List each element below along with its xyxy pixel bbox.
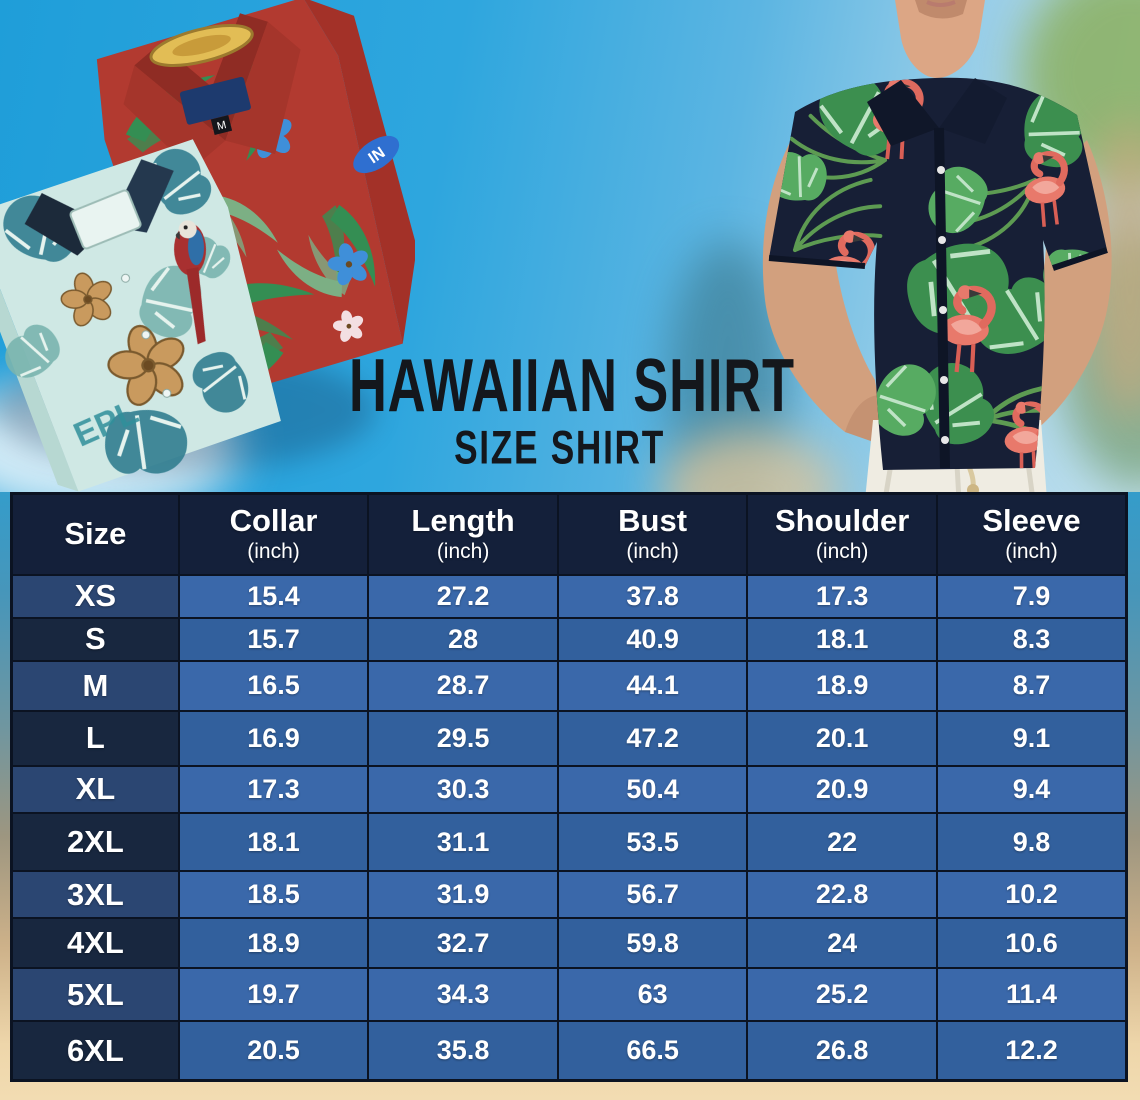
length-cell: 31.1 [367, 812, 559, 873]
size-cell: XS [10, 573, 180, 619]
bust-cell: 47.2 [556, 709, 749, 767]
col-header-shoulder: Shoulder (inch) [746, 492, 938, 576]
sleeve-cell: 9.8 [935, 812, 1128, 873]
shoulder-cell: 20.1 [746, 709, 938, 767]
man-head [895, 0, 985, 78]
col-header-collar: Collar (inch) [177, 492, 370, 576]
shoulder-cell: 20.9 [746, 764, 938, 815]
parrot-print [174, 220, 207, 345]
col-header-length: Length (inch) [367, 492, 559, 576]
col-header-size: Size [10, 492, 180, 576]
shoulder-cell: 17.3 [746, 573, 938, 619]
sleeve-cell: 9.1 [935, 709, 1128, 767]
shoulder-cell: 18.1 [746, 616, 938, 663]
length-cell: 32.7 [367, 916, 559, 970]
collar-cell: 18.1 [177, 812, 370, 873]
shoulder-cell: 18.9 [746, 660, 938, 712]
table-row: 6XL 20.5 35.8 66.5 26.8 12.2 [10, 1020, 1128, 1082]
man-wearing-flamingo-shirt-photo [762, 0, 1112, 492]
length-cell: 31.9 [367, 870, 559, 919]
length-cell: 35.8 [367, 1020, 559, 1082]
col-header-bust: Bust (inch) [556, 492, 749, 576]
collar-cell: 18.9 [177, 916, 370, 970]
table-row: XS 15.4 27.2 37.8 17.3 7.9 [10, 573, 1128, 619]
bust-cell: 53.5 [556, 812, 749, 873]
sleeve-cell: 10.2 [935, 870, 1128, 919]
size-chart-table: Size Collar (inch) Length (inch) Bust (i… [10, 492, 1128, 1082]
size-cell: S [10, 616, 180, 663]
length-cell: 27.2 [367, 573, 559, 619]
size-cell: M [10, 660, 180, 712]
collar-cell: 16.5 [177, 660, 370, 712]
table-row: 3XL 18.5 31.9 56.7 22.8 10.2 [10, 870, 1128, 919]
shoulder-cell: 22 [746, 812, 938, 873]
size-cell: L [10, 709, 180, 767]
bust-cell: 40.9 [556, 616, 749, 663]
sleeve-cell: 11.4 [935, 967, 1128, 1023]
size-table-body: XS 15.4 27.2 37.8 17.3 7.9 S 15.7 28 40.… [10, 573, 1128, 1082]
red-shirt-sleeve-logo: IN [366, 144, 389, 167]
size-chart-table-wrap: Size Collar (inch) Length (inch) Bust (i… [10, 492, 1128, 1082]
bust-cell: 66.5 [556, 1020, 749, 1082]
size-cell: 6XL [10, 1020, 180, 1082]
table-row: 4XL 18.9 32.7 59.8 24 10.6 [10, 916, 1128, 970]
sleeve-cell: 7.9 [935, 573, 1128, 619]
page-title: HAWAIIAN SHIRT [348, 342, 795, 428]
collar-cell: 18.5 [177, 870, 370, 919]
bust-cell: 44.1 [556, 660, 749, 712]
collar-cell: 20.5 [177, 1020, 370, 1082]
header-row: Size Collar (inch) Length (inch) Bust (i… [10, 492, 1128, 576]
table-row: M 16.5 28.7 44.1 18.9 8.7 [10, 660, 1128, 712]
length-cell: 30.3 [367, 764, 559, 815]
collar-cell: 16.9 [177, 709, 370, 767]
length-cell: 29.5 [367, 709, 559, 767]
sleeve-cell: 9.4 [935, 764, 1128, 815]
folded-hawaiian-shirts-photo: M IN [0, 0, 415, 492]
bust-cell: 59.8 [556, 916, 749, 970]
length-cell: 28 [367, 616, 559, 663]
bust-cell: 37.8 [556, 573, 749, 619]
bust-cell: 50.4 [556, 764, 749, 815]
length-cell: 34.3 [367, 967, 559, 1023]
page-subtitle: SIZE SHIRT [454, 421, 666, 474]
shoulder-cell: 24 [746, 916, 938, 970]
hero-photo-collage: M IN [0, 0, 1140, 492]
shoulder-cell: 26.8 [746, 1020, 938, 1082]
collar-cell: 17.3 [177, 764, 370, 815]
sleeve-cell: 8.3 [935, 616, 1128, 663]
collar-cell: 19.7 [177, 967, 370, 1023]
table-row: 5XL 19.7 34.3 63 25.2 11.4 [10, 967, 1128, 1023]
col-header-sleeve: Sleeve (inch) [935, 492, 1128, 576]
title-block: HAWAIIAN SHIRT SIZE SHIRT [300, 343, 820, 474]
size-cell: XL [10, 764, 180, 815]
table-row: S 15.7 28 40.9 18.1 8.3 [10, 616, 1128, 663]
size-cell: 4XL [10, 916, 180, 970]
sleeve-cell: 8.7 [935, 660, 1128, 712]
sleeve-cell: 10.6 [935, 916, 1128, 970]
size-cell: 3XL [10, 870, 180, 919]
size-cell: 2XL [10, 812, 180, 873]
red-shirt-size-tag: M [216, 119, 228, 133]
sleeve-cell: 12.2 [935, 1020, 1128, 1082]
teal-hawaiian-shirt: EPL [0, 139, 281, 492]
flamingo-shirt [768, 77, 1108, 471]
shoulder-cell: 22.8 [746, 870, 938, 919]
length-cell: 28.7 [367, 660, 559, 712]
bust-cell: 63 [556, 967, 749, 1023]
bust-cell: 56.7 [556, 870, 749, 919]
table-row: 2XL 18.1 31.1 53.5 22 9.8 [10, 812, 1128, 873]
collar-cell: 15.7 [177, 616, 370, 663]
table-row: L 16.9 29.5 47.2 20.1 9.1 [10, 709, 1128, 767]
shoulder-cell: 25.2 [746, 967, 938, 1023]
size-cell: 5XL [10, 967, 180, 1023]
table-row: XL 17.3 30.3 50.4 20.9 9.4 [10, 764, 1128, 815]
collar-cell: 15.4 [177, 573, 370, 619]
